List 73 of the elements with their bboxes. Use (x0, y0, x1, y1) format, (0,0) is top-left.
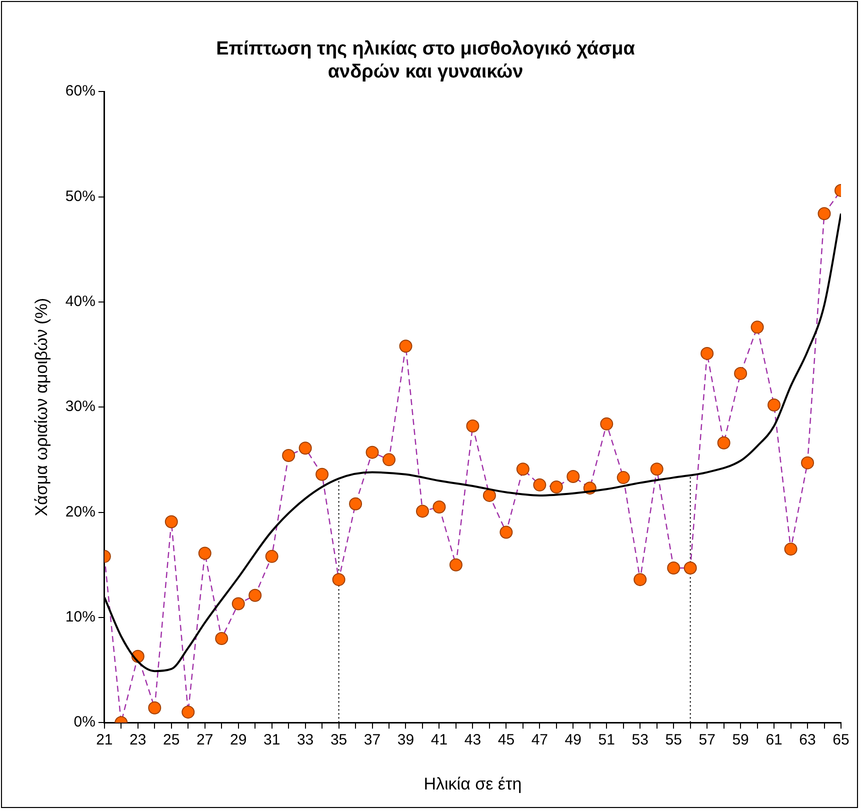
y-tick-label: 30% (65, 398, 96, 416)
x-tick-label: 33 (296, 732, 314, 749)
x-tick-label: 21 (96, 732, 113, 749)
x-tick-label: 49 (564, 732, 582, 749)
point (801, 456, 814, 470)
x-tick-label: 63 (799, 732, 816, 749)
point (232, 597, 245, 610)
point (600, 417, 614, 430)
point (566, 470, 580, 484)
point (164, 515, 178, 528)
y-axis-title: Χάσμα ωριαίων αμοιβών (%) (32, 298, 51, 516)
x-tick-label: 27 (196, 732, 214, 749)
point (700, 346, 714, 360)
x-tick-label: 59 (732, 732, 749, 749)
y-tick-label: 0% (74, 714, 96, 731)
point (432, 500, 446, 514)
x-tick-label: 35 (330, 732, 348, 749)
point (248, 588, 262, 602)
point (366, 446, 379, 459)
point (616, 471, 630, 484)
x-tick-label: 53 (632, 732, 648, 749)
point (667, 562, 680, 575)
y-tick-label: 60% (65, 82, 96, 100)
x-tick-label: 29 (230, 732, 247, 749)
x-tick-label: 39 (397, 732, 414, 749)
x-tick-label: 23 (130, 732, 146, 749)
point (332, 573, 346, 586)
x-tick-label: 37 (364, 732, 381, 749)
y-tick-label: 40% (65, 293, 96, 310)
point (750, 320, 764, 334)
point (399, 340, 412, 353)
x-tick-label: 41 (430, 732, 448, 749)
point (449, 558, 462, 572)
y-tick-label: 10% (65, 608, 96, 626)
x-tick-label: 47 (531, 732, 548, 749)
x-tick-label: 55 (665, 732, 682, 749)
point (533, 478, 546, 492)
point (650, 462, 664, 476)
point (768, 398, 781, 412)
point (466, 420, 480, 433)
x-tick-label: 61 (766, 732, 782, 749)
point (382, 453, 396, 466)
point (416, 504, 429, 518)
point (298, 442, 312, 455)
point (818, 207, 831, 220)
chart-title: Επίπτωση της ηλικίας στο μισθολογικό χάσμα ανδρών και γυναικών (216, 38, 636, 82)
point (550, 480, 563, 494)
point (784, 542, 798, 556)
point (734, 366, 748, 380)
point (316, 468, 329, 481)
x-tick-label: 43 (464, 732, 482, 749)
point (215, 632, 228, 645)
x-axis-title: Ηλικία σε έτη (424, 774, 522, 794)
point (717, 436, 730, 450)
point (198, 546, 212, 560)
point (482, 488, 496, 502)
point (516, 462, 530, 476)
x-tick-label: 31 (263, 732, 280, 749)
y-tick-label: 20% (65, 503, 96, 520)
x-tick-label: 57 (698, 732, 716, 749)
point (684, 562, 697, 575)
y-tick-label: 50% (65, 188, 96, 205)
point (182, 706, 195, 719)
point (634, 573, 647, 586)
point (500, 526, 513, 539)
point (265, 550, 278, 563)
x-tick-label: 65 (832, 732, 850, 749)
point (148, 701, 162, 714)
x-tick-label: 51 (598, 732, 615, 749)
point (349, 497, 362, 510)
x-tick-label: 25 (163, 732, 180, 749)
point (282, 448, 296, 462)
x-tick-label: 45 (498, 732, 515, 749)
